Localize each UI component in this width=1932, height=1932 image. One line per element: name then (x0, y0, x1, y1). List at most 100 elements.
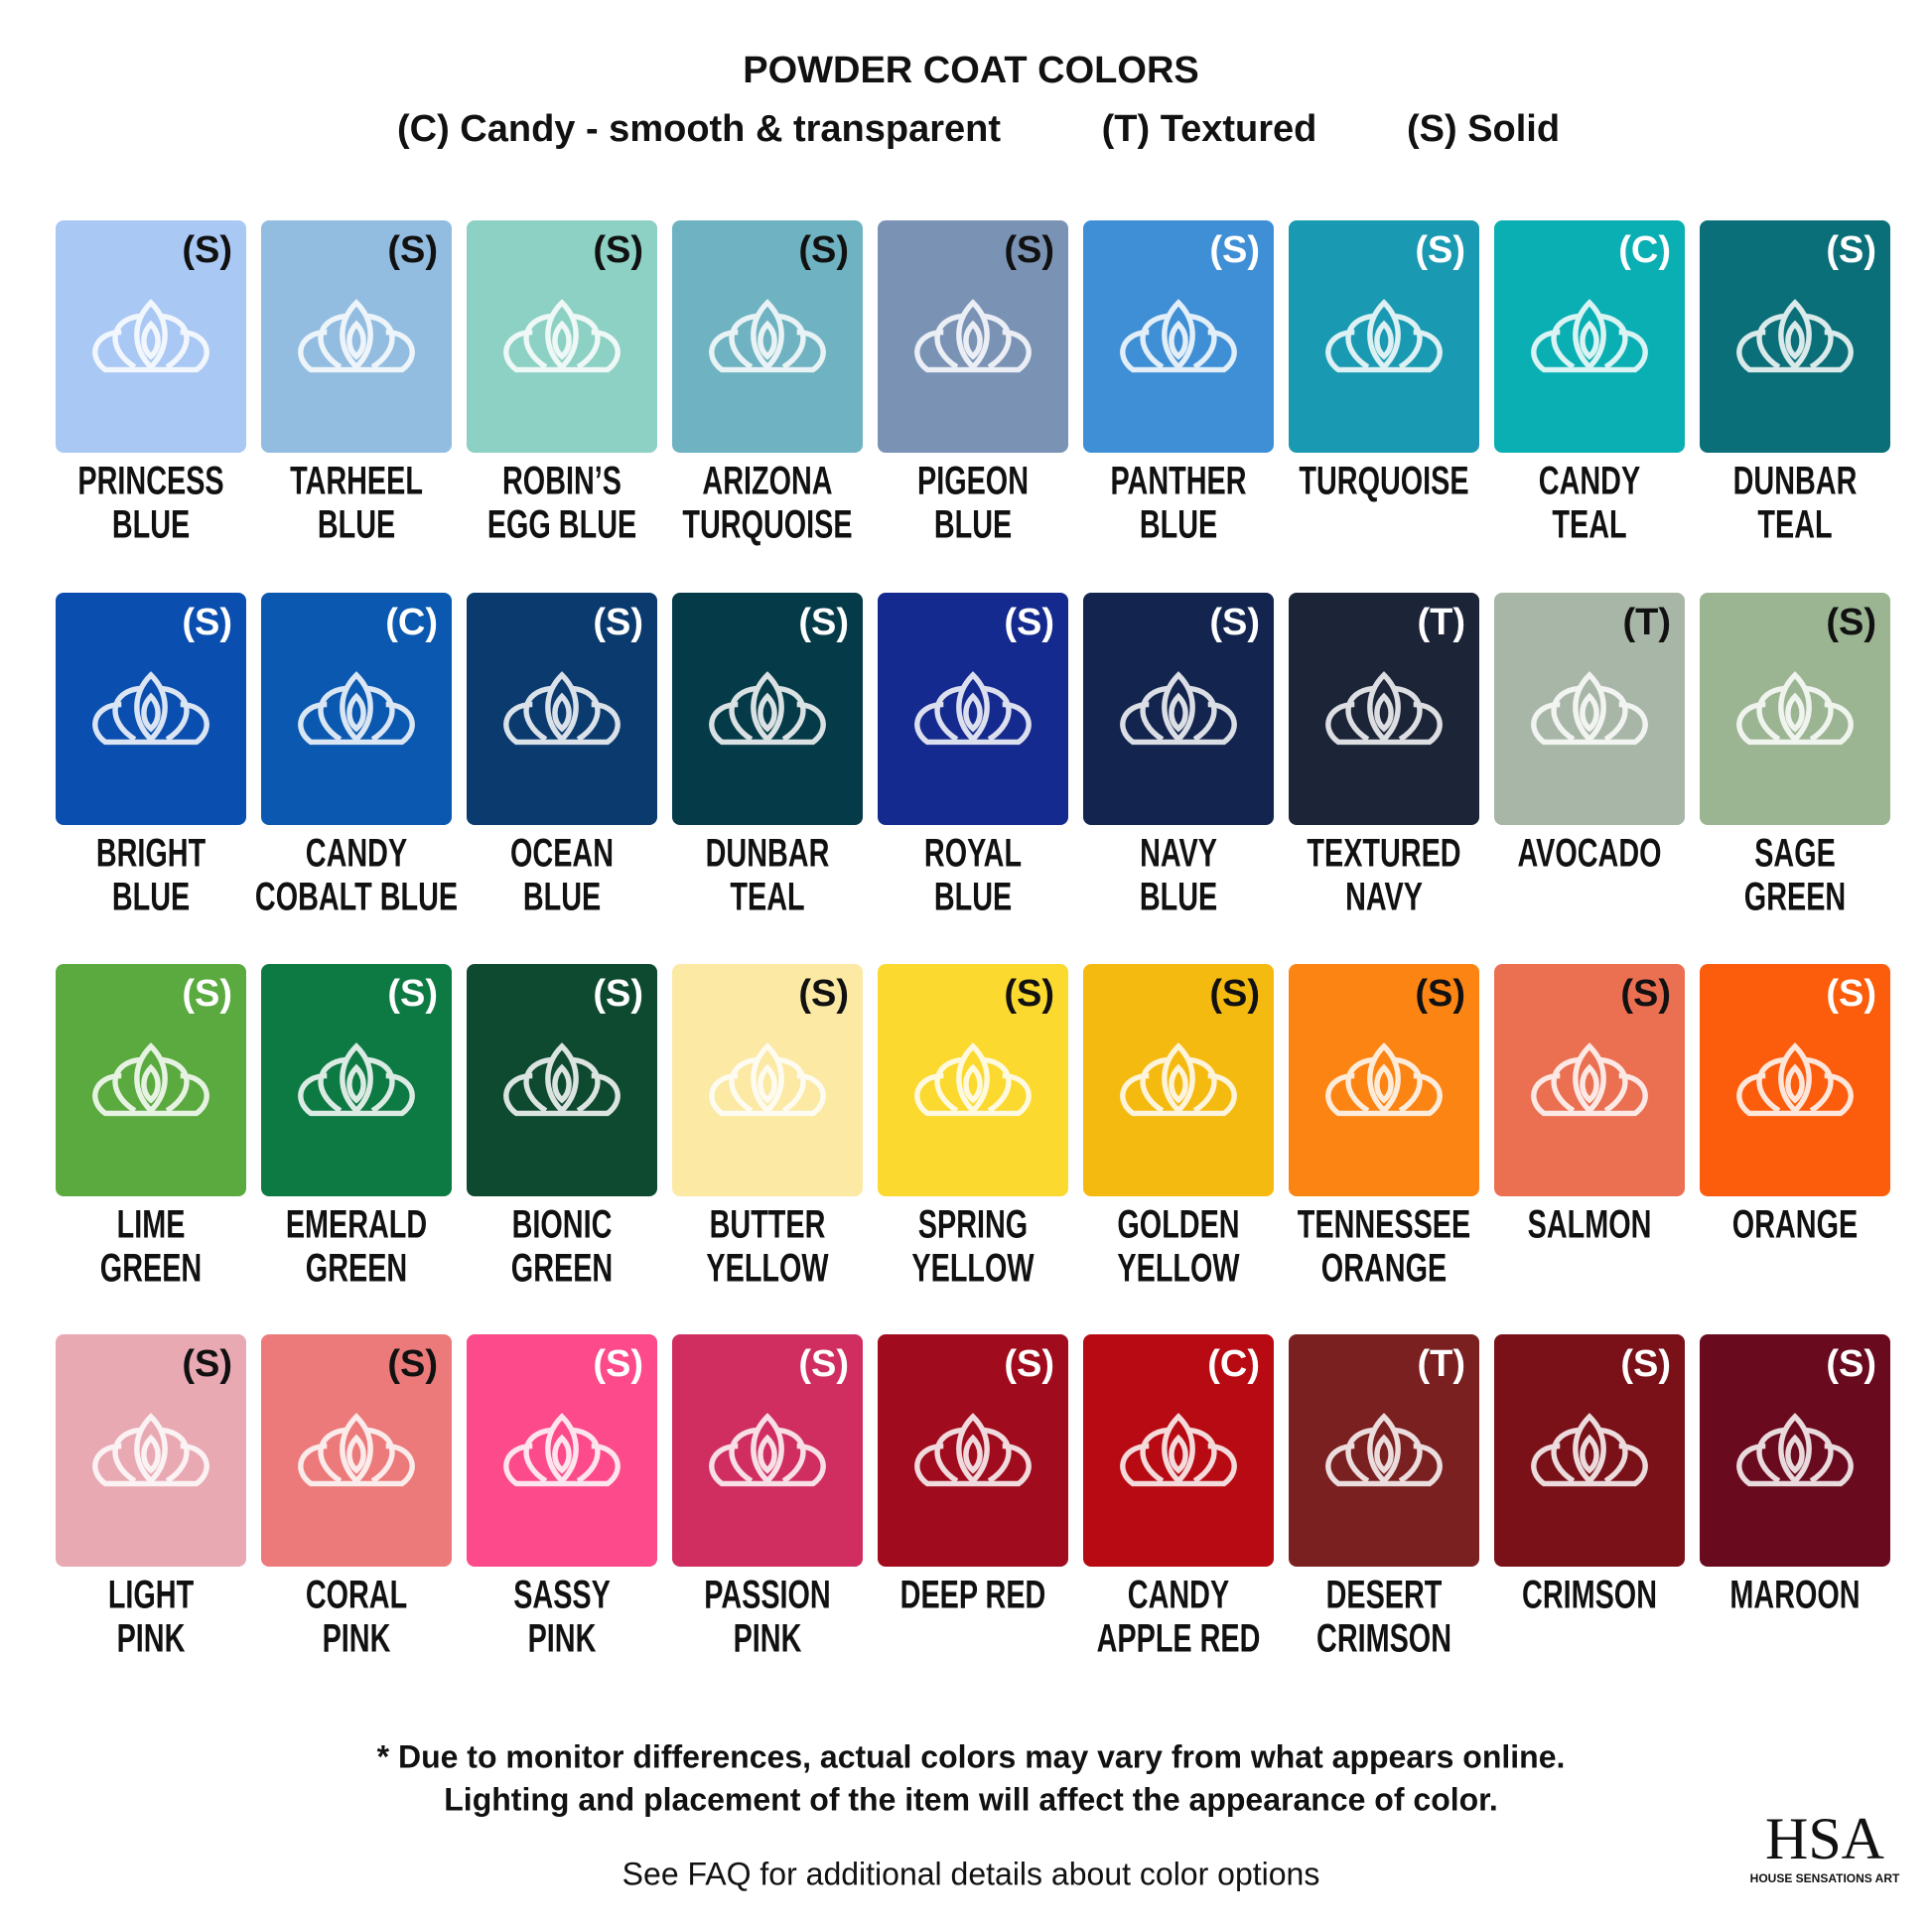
color-name: ROBIN’S (502, 459, 621, 503)
color-name: TEXTURED (1307, 831, 1460, 876)
color-name: BLUE (523, 875, 601, 919)
color-name: PINK (117, 1616, 186, 1661)
swatch: (S) ORANGE (1700, 964, 1890, 1247)
finish-code: (S) (1415, 229, 1465, 271)
color-name: COBALT BLUE (255, 875, 458, 919)
color-name: PANTHER (1110, 459, 1246, 503)
color-name: YELLOW (911, 1246, 1034, 1291)
color-name: GREEN (306, 1246, 407, 1291)
swatch-color (1700, 593, 1890, 825)
finish-code: (S) (1004, 973, 1054, 1015)
color-name: BLUE (1140, 875, 1217, 919)
finish-code: (T) (1417, 602, 1465, 643)
color-name: YELLOW (706, 1246, 828, 1291)
color-name: MAROON (1729, 1573, 1860, 1617)
color-name: PASSION (704, 1573, 830, 1617)
finish-code: (C) (1207, 1343, 1260, 1385)
color-name: NAVY (1345, 875, 1423, 919)
color-name: TEAL (730, 875, 804, 919)
swatch-color (1700, 964, 1890, 1196)
swatch-color (878, 1334, 1068, 1567)
color-name: BLUE (112, 502, 190, 547)
swatch-color (1289, 220, 1479, 453)
color-name: TEAL (1552, 502, 1626, 547)
color-name: GREEN (100, 1246, 202, 1291)
color-name: SPRING (918, 1202, 1028, 1247)
swatch-color (261, 1334, 452, 1567)
logo-mark: HSA (1765, 1806, 1884, 1871)
swatch-color (878, 593, 1068, 825)
color-name: YELLOW (1117, 1246, 1239, 1291)
finish-code: (S) (798, 973, 849, 1015)
color-name: PINK (734, 1616, 802, 1661)
swatch-color (261, 593, 452, 825)
finish-code: (S) (1209, 602, 1260, 643)
color-name: GREEN (511, 1246, 613, 1291)
swatch: (S) DEEP RED (878, 1334, 1068, 1617)
swatch-color (878, 964, 1068, 1196)
legend-item: (T) Textured (1102, 108, 1317, 150)
color-name: NAVY (1140, 831, 1217, 876)
color-name: CRIMSON (1316, 1616, 1451, 1661)
finish-code: (S) (1620, 1343, 1671, 1385)
finish-code: (S) (1415, 973, 1465, 1015)
note: Lighting and placement of the item will … (444, 1781, 1498, 1817)
faq: See FAQ for additional details about col… (622, 1856, 1320, 1891)
color-name: GOLDEN (1117, 1202, 1239, 1247)
finish-code: (S) (1004, 229, 1054, 271)
finish-code: (S) (593, 229, 643, 271)
color-name: BUTTER (710, 1202, 826, 1247)
color-name: BLUE (934, 875, 1012, 919)
color-name: DUNBAR (706, 831, 830, 876)
finish-code: (S) (1004, 602, 1054, 643)
finish-code: (S) (387, 973, 438, 1015)
color-name: DUNBAR (1733, 459, 1858, 503)
color-name: LIGHT (108, 1573, 194, 1617)
color-name: OCEAN (510, 831, 614, 876)
color-name: SASSY (513, 1573, 611, 1617)
color-name: TURQUOISE (1299, 459, 1468, 503)
color-name: BRIGHT (96, 831, 206, 876)
finish-code: (S) (182, 229, 232, 271)
color-name: PINK (528, 1616, 597, 1661)
color-name: DEEP RED (900, 1573, 1046, 1617)
finish-code: (T) (1622, 602, 1671, 643)
swatch-color (467, 964, 657, 1196)
finish-code: (S) (182, 973, 232, 1015)
swatch-color (1494, 1334, 1685, 1567)
swatch-color (56, 1334, 246, 1567)
swatch-color (672, 1334, 863, 1567)
finish-code: (S) (1826, 973, 1876, 1015)
color-name: CANDY (306, 831, 407, 876)
color-name: EGG BLUE (487, 502, 636, 547)
color-name: ROYAL (924, 831, 1022, 876)
swatch: (S) MAROON (1700, 1334, 1890, 1617)
finish-code: (S) (1620, 973, 1671, 1015)
finish-code: (S) (387, 229, 438, 271)
swatch-color (261, 964, 452, 1196)
color-name: CANDY (1539, 459, 1640, 503)
color-name: AVOCADO (1517, 831, 1661, 876)
swatch-color (672, 964, 863, 1196)
swatch-color (1700, 1334, 1890, 1567)
color-name: TARHEEL (290, 459, 423, 503)
color-name: BLUE (318, 502, 395, 547)
finish-code: (S) (798, 229, 849, 271)
color-name: ORANGE (1321, 1246, 1447, 1291)
swatch-color (1700, 220, 1890, 453)
color-name: BIONIC (512, 1202, 613, 1247)
swatch-color (672, 220, 863, 453)
